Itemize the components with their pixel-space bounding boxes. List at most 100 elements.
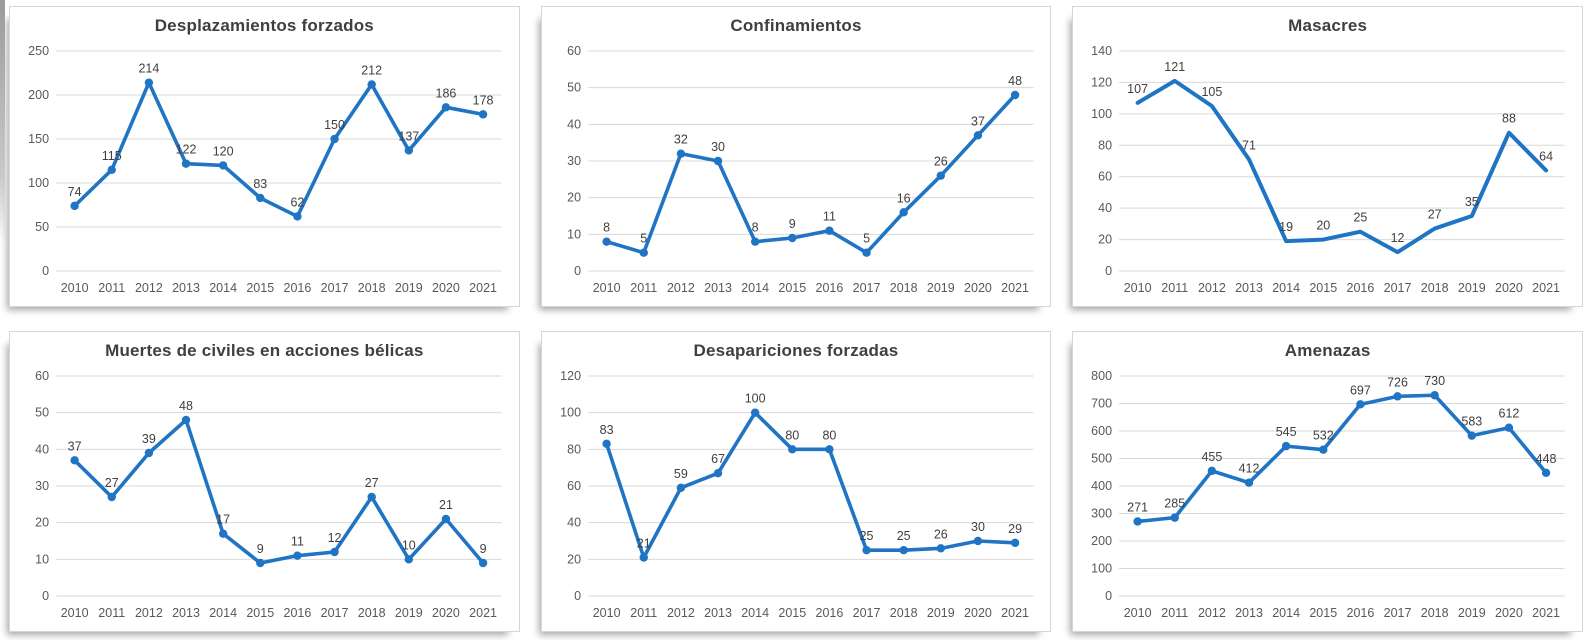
data-point-label: 17: [216, 513, 230, 527]
x-axis-tick-label: 2013: [172, 281, 200, 295]
x-axis-tick-label: 2019: [395, 606, 423, 620]
data-point-label: 12: [1391, 231, 1405, 245]
data-point-marker: [676, 149, 685, 158]
chart-panel-masacres: Masacres 0 20 40 60 80 100 120 140 2010 2011 2012 2…: [1072, 6, 1583, 307]
data-point-label: 48: [179, 399, 193, 413]
x-axis-tick-label: 2016: [1347, 281, 1375, 295]
data-point-marker: [602, 237, 611, 246]
y-axis-tick-label: 30: [567, 154, 581, 168]
x-axis-tick-label: 2013: [1235, 606, 1263, 620]
data-point-label: 25: [859, 529, 873, 543]
x-axis-tick-label: 2020: [964, 281, 992, 295]
line-chart-muertes-civiles: 0 10 20 30 40 50 60 2010 2011 2012 2013 2014 2015 201…: [35, 369, 502, 620]
y-axis-tick-label: 250: [28, 44, 49, 58]
data-point-marker: [256, 558, 265, 568]
x-axis-tick-label: 2018: [889, 281, 917, 295]
x-axis-tick-label: 2010: [592, 606, 620, 620]
data-point-label: 21: [439, 498, 453, 512]
data-point-marker: [181, 159, 191, 168]
data-point-marker: [639, 553, 648, 562]
data-point-label: 186: [436, 86, 457, 100]
y-axis-tick-label: 140: [1092, 44, 1113, 58]
data-point-label: 5: [640, 232, 647, 246]
x-axis-tick-label: 2013: [704, 606, 732, 620]
data-point-label: 64: [1539, 149, 1553, 163]
data-point-label: 115: [102, 149, 122, 163]
data-point-label: 25: [1354, 211, 1368, 225]
data-point-marker: [862, 248, 871, 257]
x-axis-tick-label: 2017: [852, 281, 880, 295]
y-axis-tick-label: 80: [1098, 138, 1112, 152]
data-point-label: 412: [1239, 462, 1260, 476]
data-point-label: 12: [328, 531, 342, 545]
data-point-label: 107: [1128, 82, 1149, 96]
x-axis-tick-label: 2012: [1198, 281, 1226, 295]
data-point-marker: [1467, 431, 1477, 440]
data-point-marker: [602, 439, 611, 449]
chart-title: Confinamientos: [730, 16, 862, 35]
data-point-marker: [787, 445, 797, 454]
data-point-label: 27: [365, 476, 379, 490]
x-axis-tick-label: 2016: [283, 606, 311, 620]
data-point-label: 80: [785, 428, 799, 442]
data-point-label: 9: [257, 542, 264, 556]
data-point-label: 612: [1499, 407, 1520, 421]
data-point-label: 9: [480, 542, 487, 556]
x-axis-tick-label: 2019: [927, 281, 955, 295]
x-axis-tick-label: 2011: [98, 606, 125, 620]
y-axis-tick-label: 60: [35, 369, 49, 383]
data-series-line: [604, 410, 1017, 560]
data-point-marker: [936, 171, 945, 180]
y-axis-tick-label: 10: [567, 227, 581, 241]
x-axis-tick-label: 2018: [1421, 606, 1449, 620]
chart-title: Amenazas: [1284, 341, 1371, 360]
y-axis-tick-label: 600: [1092, 424, 1113, 438]
data-point-label: 545: [1276, 425, 1297, 439]
chart-title: Muertes de civiles en acciones bélicas: [105, 341, 424, 360]
data-point-label: 88: [1502, 112, 1516, 126]
data-series-line: [1135, 78, 1549, 255]
data-point-label: 8: [751, 221, 758, 235]
data-point-marker: [787, 233, 797, 243]
data-point-label: 730: [1425, 374, 1446, 388]
data-point-marker: [70, 456, 79, 465]
y-axis-tick-label: 500: [1092, 452, 1113, 466]
chart-title: Masacres: [1288, 16, 1368, 35]
data-point-label: 27: [105, 476, 119, 490]
y-axis-tick-label: 80: [567, 442, 581, 456]
data-point-label: 150: [324, 118, 345, 132]
x-axis-tick-label: 2013: [704, 281, 732, 295]
x-axis-tick-label: 2021: [1532, 606, 1560, 620]
data-point-marker: [441, 514, 451, 524]
x-axis-tick-label: 2011: [1162, 606, 1189, 620]
data-point-marker: [256, 193, 265, 203]
data-point-label: 121: [1165, 60, 1186, 74]
y-axis-tick-label: 10: [35, 552, 49, 566]
x-axis-tick-label: 2014: [209, 606, 237, 620]
x-axis-tick-label: 2014: [209, 281, 237, 295]
data-point-marker: [330, 547, 339, 557]
data-point-marker: [367, 80, 376, 89]
data-point-marker: [713, 468, 722, 478]
data-point-marker: [1319, 445, 1328, 454]
data-series-line: [1136, 393, 1549, 524]
data-point-marker: [824, 445, 834, 454]
chart-panel-muertes-civiles: Muertes de civiles en acciones bélicas 0…: [9, 331, 520, 632]
x-axis-tick-label: 2015: [246, 281, 274, 295]
data-point-marker: [750, 237, 760, 246]
data-point-label: 214: [138, 62, 159, 76]
data-point-marker: [1542, 468, 1551, 477]
data-point-marker: [1133, 517, 1143, 526]
y-axis-tick-label: 30: [35, 479, 49, 493]
x-axis-tick-label: 2017: [1384, 281, 1412, 295]
x-axis-tick-label: 2014: [741, 606, 769, 620]
data-point-marker: [899, 208, 908, 217]
data-point-marker: [144, 448, 154, 458]
data-point-marker: [1170, 513, 1180, 522]
chart-panel-desapariciones-forzadas: Desapariciones forzadas 0 20 40 60 80 100 120 2…: [540, 331, 1052, 632]
data-point-label: 271: [1128, 500, 1149, 514]
data-point-label: 20: [1317, 219, 1331, 233]
data-point-marker: [1282, 441, 1291, 451]
